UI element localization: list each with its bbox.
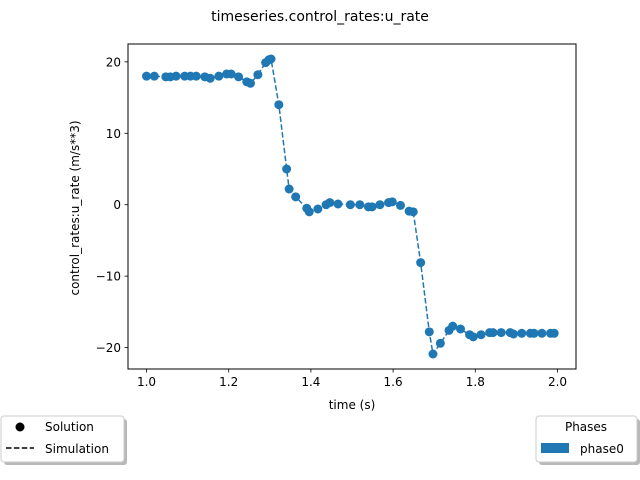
solution-point (304, 207, 314, 217)
solution-point (245, 78, 255, 88)
series-layer (142, 54, 559, 359)
x-axis: 1.0 1.2 1.4 1.6 1.8 2.0 (137, 369, 567, 389)
solution-point (266, 54, 276, 64)
solution-point (435, 338, 445, 348)
chart-title: timeseries.control_rates:u_rate (211, 9, 429, 25)
solution-point (142, 71, 151, 81)
solution-point (468, 332, 478, 342)
solution-point (476, 330, 486, 340)
legend-solution-marker (15, 422, 25, 432)
solution-point (448, 321, 458, 331)
solution-point (496, 328, 506, 338)
solution-point (396, 200, 405, 210)
solution-point (345, 200, 355, 210)
y-tick-label: −10 (96, 270, 121, 284)
solution-point (456, 324, 466, 334)
solution-point (517, 328, 527, 338)
solution-point (253, 70, 263, 80)
legend-phases: Phases phase0 (535, 415, 640, 465)
solution-point (367, 202, 377, 212)
y-tick-label: −20 (96, 341, 121, 355)
solution-point (355, 200, 365, 210)
x-tick-label: 1.8 (466, 375, 485, 389)
solution-point (375, 200, 385, 210)
legend-series-box (0, 415, 125, 463)
solution-point (226, 69, 236, 79)
solution-point (282, 164, 292, 174)
solution-point (214, 71, 224, 81)
y-tick-label: 20 (106, 55, 121, 69)
solution-point (291, 192, 301, 202)
solution-point (549, 328, 559, 338)
legend-phases-title: Phases (565, 420, 607, 434)
solution-point (509, 329, 519, 339)
y-axis: 20 10 0 −10 −20 (96, 55, 128, 355)
solution-point (274, 100, 284, 110)
y-tick-label: 0 (113, 198, 121, 212)
solution-point (205, 73, 215, 83)
solution-point (488, 328, 498, 338)
legend-phase0-patch (541, 443, 569, 453)
x-tick-label: 1.6 (384, 375, 403, 389)
solution-point (408, 207, 418, 217)
legend-phase0-label: phase0 (580, 442, 624, 456)
solution-point (325, 198, 335, 208)
x-axis-label: time (s) (329, 398, 376, 412)
x-tick-label: 2.0 (548, 375, 567, 389)
x-tick-label: 1.0 (137, 375, 156, 389)
legend-series: Solution Simulation (0, 415, 127, 465)
solution-point (234, 72, 244, 82)
solution-point (387, 197, 397, 207)
y-axis-label: control_rates:u_rate (m/s**3) (68, 120, 82, 295)
solution-point (149, 71, 159, 81)
solution-point (416, 258, 426, 268)
x-tick-label: 1.4 (301, 375, 320, 389)
solution-point (191, 71, 201, 81)
x-tick-label: 1.2 (219, 375, 238, 389)
legend-solution-label: Solution (45, 420, 94, 434)
legend-simulation-label: Simulation (45, 442, 109, 456)
solution-point (424, 327, 434, 337)
solution-point (171, 71, 181, 81)
solution-point (313, 204, 323, 214)
solution-point (529, 328, 539, 338)
solution-point (333, 199, 343, 209)
y-tick-label: 10 (106, 127, 121, 141)
solution-point (284, 184, 294, 194)
solution-point (537, 328, 547, 338)
solution-point (428, 349, 438, 359)
